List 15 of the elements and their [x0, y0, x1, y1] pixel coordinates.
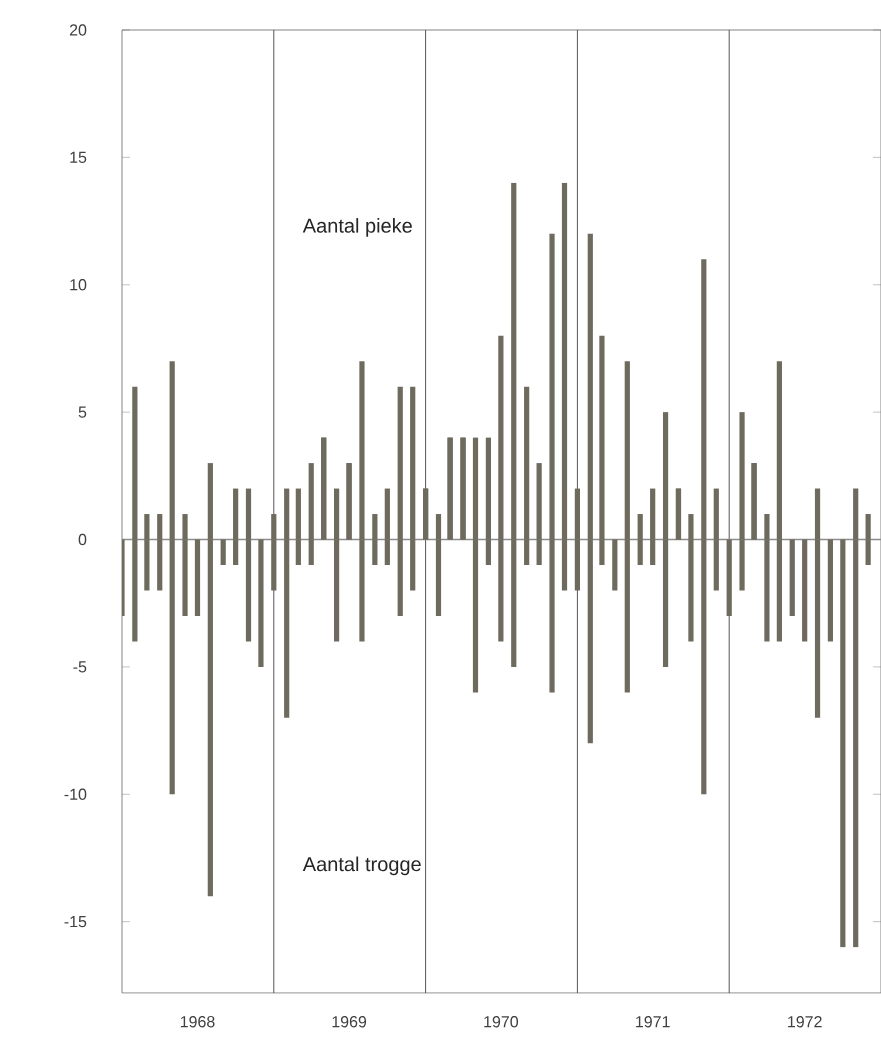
- y-tick-label: -5: [73, 661, 87, 673]
- x-tick-label: 1970: [484, 1016, 519, 1028]
- annotation: Aantal pieke: [302, 218, 412, 237]
- y-tick-label: 10: [70, 279, 87, 291]
- y-tick-label: -15: [64, 916, 87, 928]
- x-tick-label: 1968: [180, 1016, 215, 1028]
- x-tick-label: 1969: [332, 1016, 367, 1028]
- x-tick-label: 1971: [636, 1016, 670, 1028]
- y-tick-label: -10: [64, 788, 87, 800]
- y-tick-label: 5: [78, 406, 87, 418]
- x-tick-label: 1972: [788, 1016, 822, 1028]
- annotation: Aantal trogge: [302, 856, 421, 876]
- y-tick-label: 0: [78, 533, 87, 546]
- y-tick-label: 15: [70, 151, 87, 163]
- y-tick-label: 20: [69, 24, 87, 36]
